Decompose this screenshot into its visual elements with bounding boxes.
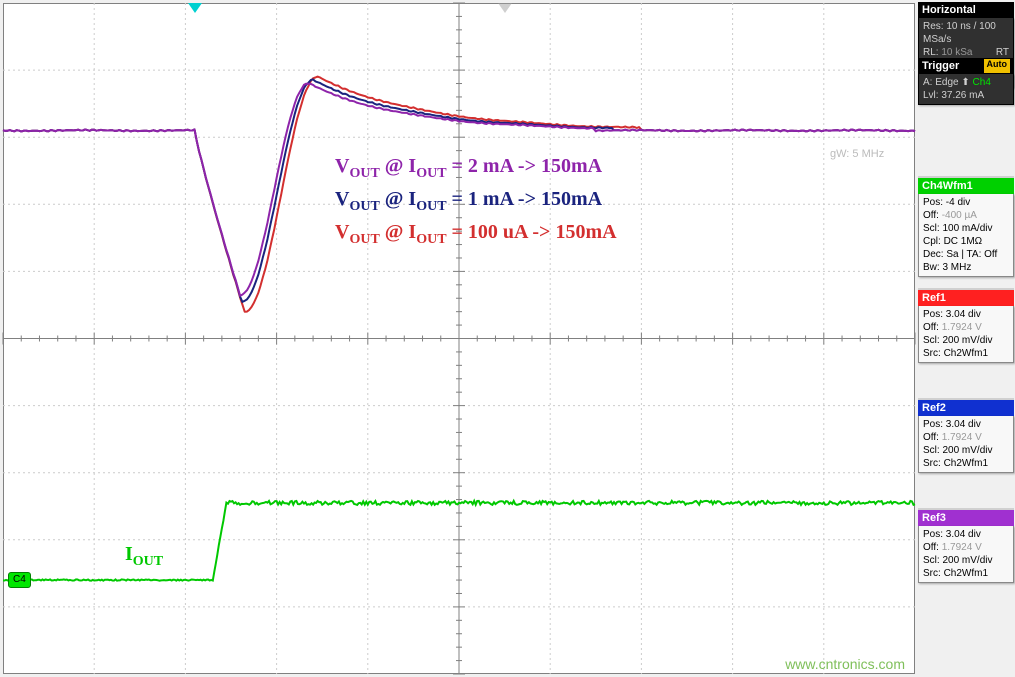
panel-header-trigger: Trigger Auto bbox=[918, 58, 1014, 74]
panel-row-text: Dec: Sa | TA: Off bbox=[923, 248, 997, 261]
panel-row: Src: Ch2Wfm1 bbox=[923, 347, 1009, 360]
panel-body-trigger: A: Edge ⬆ Ch4Lvl: 37.26 mA bbox=[918, 74, 1014, 105]
panel-row: Src: Ch2Wfm1 bbox=[923, 457, 1009, 470]
panel-row-text: Off: 1.7924 V bbox=[923, 541, 982, 554]
annotation-a_purple: VOUT @ IOUT = 2 mA -> 150mA bbox=[335, 155, 602, 182]
panel-row-text: Pos: -4 div bbox=[923, 196, 970, 209]
panel-row: Off: -400 µA bbox=[923, 209, 1009, 222]
annotation-a_iout: IOUT bbox=[125, 543, 163, 570]
panel-row-text: Res: 10 ns / 100 MSa/s bbox=[923, 20, 1009, 46]
panel-tabbar bbox=[918, 288, 1014, 290]
panel-row-text: Off: 1.7924 V bbox=[923, 431, 982, 444]
panel-row: Pos: 3.04 div bbox=[923, 418, 1009, 431]
panel-tabbar bbox=[918, 176, 1014, 178]
panel-row: Scl: 100 mA/div bbox=[923, 222, 1009, 235]
panel-row: Dec: Sa | TA: Off bbox=[923, 248, 1009, 261]
panel-title: Trigger bbox=[922, 59, 959, 73]
panel-row: Off: 1.7924 V bbox=[923, 321, 1009, 334]
panel-row: Scl: 200 mV/div bbox=[923, 334, 1009, 347]
panel-tabbar bbox=[918, 508, 1014, 510]
panel-row-text: Off: -400 µA bbox=[923, 209, 977, 222]
oscilloscope-screenshot: VOUT @ IOUT = 2 mA -> 150mA VOUT @ IOUT =… bbox=[0, 0, 1015, 677]
panel-row: Pos: 3.04 div bbox=[923, 528, 1009, 541]
panel-title: Ref2 bbox=[922, 401, 946, 415]
panel-row-text: Scl: 200 mV/div bbox=[923, 444, 992, 457]
panel-body-ch4: Pos: -4 divOff: -400 µAScl: 100 mA/divCp… bbox=[918, 194, 1014, 277]
channel-indicator-c4: C4 bbox=[8, 572, 31, 588]
panel-row: Pos: -4 div bbox=[923, 196, 1009, 209]
panel-header-horizontal: Horizontal bbox=[918, 2, 1014, 18]
panel-row: Lvl: 37.26 mA bbox=[923, 89, 1009, 102]
panel-row: Src: Ch2Wfm1 bbox=[923, 567, 1009, 580]
panel-row-text: Pos: 3.04 div bbox=[923, 528, 981, 541]
annotation-a_red: VOUT @ IOUT = 100 uA -> 150mA bbox=[335, 221, 617, 248]
panel-row-text: Src: Ch2Wfm1 bbox=[923, 567, 988, 580]
panel-row: Cpl: DC 1MΩ bbox=[923, 235, 1009, 248]
plot-canvas bbox=[3, 3, 915, 674]
panel-row: Scl: 200 mV/div bbox=[923, 554, 1009, 567]
panel-header-ref1: Ref1 bbox=[918, 290, 1014, 306]
panel-header-ref2: Ref2 bbox=[918, 400, 1014, 416]
panel-row: Scl: 200 mV/div bbox=[923, 444, 1009, 457]
panel-tabbar bbox=[918, 398, 1014, 400]
panel-title: Ref1 bbox=[922, 291, 946, 305]
panel-ref3: Ref3Pos: 3.04 divOff: 1.7924 VScl: 200 m… bbox=[918, 510, 1014, 583]
panel-row-text: Off: 1.7924 V bbox=[923, 321, 982, 334]
panel-row: A: Edge ⬆ Ch4 bbox=[923, 76, 1009, 89]
bandwidth-label: gW: 5 MHz bbox=[830, 148, 884, 160]
panel-body-ref2: Pos: 3.04 divOff: 1.7924 VScl: 200 mV/di… bbox=[918, 416, 1014, 473]
panel-ref2: Ref2Pos: 3.04 divOff: 1.7924 VScl: 200 m… bbox=[918, 400, 1014, 473]
panel-title: Horizontal bbox=[922, 3, 976, 17]
panel-title: Ref3 bbox=[922, 511, 946, 525]
panel-body-ref3: Pos: 3.04 divOff: 1.7924 VScl: 200 mV/di… bbox=[918, 526, 1014, 583]
watermark: www.cntronics.com bbox=[785, 656, 905, 672]
panel-row-text: Pos: 3.04 div bbox=[923, 308, 981, 321]
panel-ref1: Ref1Pos: 3.04 divOff: 1.7924 VScl: 200 m… bbox=[918, 290, 1014, 363]
trigger-marker bbox=[188, 3, 202, 13]
panel-body-ref1: Pos: 3.04 divOff: 1.7924 VScl: 200 mV/di… bbox=[918, 306, 1014, 363]
panel-row-text: Scl: 200 mV/div bbox=[923, 554, 992, 567]
panel-row-text: A: Edge ⬆ Ch4 bbox=[923, 76, 991, 89]
panel-row: Pos: 3.04 div bbox=[923, 308, 1009, 321]
panel-row-text: Scl: 100 mA/div bbox=[923, 222, 992, 235]
trigger-mode-badge: Auto bbox=[984, 59, 1011, 73]
panel-row: Off: 1.7924 V bbox=[923, 541, 1009, 554]
panel-row-text: Scl: 200 mV/div bbox=[923, 334, 992, 347]
panel-ch4: Ch4Wfm1Pos: -4 divOff: -400 µAScl: 100 m… bbox=[918, 178, 1014, 277]
panel-row: Bw: 3 MHz bbox=[923, 261, 1009, 274]
panel-row-text: Bw: 3 MHz bbox=[923, 261, 971, 274]
panel-header-ref3: Ref3 bbox=[918, 510, 1014, 526]
panel-header-ch4: Ch4Wfm1 bbox=[918, 178, 1014, 194]
panel-row-text: Src: Ch2Wfm1 bbox=[923, 457, 988, 470]
panel-row-text: Lvl: 37.26 mA bbox=[923, 89, 984, 102]
panel-row-text: Cpl: DC 1MΩ bbox=[923, 235, 982, 248]
panel-row: Res: 10 ns / 100 MSa/s bbox=[923, 20, 1009, 46]
annotation-a_blue: VOUT @ IOUT = 1 mA -> 150mA bbox=[335, 188, 602, 215]
panel-trigger: TriggerAutoA: Edge ⬆ Ch4Lvl: 37.26 mA bbox=[918, 58, 1014, 105]
panel-row-text: Src: Ch2Wfm1 bbox=[923, 347, 988, 360]
panel-title: Ch4Wfm1 bbox=[922, 179, 973, 193]
panel-row-text: Pos: 3.04 div bbox=[923, 418, 981, 431]
trigger-marker bbox=[498, 3, 512, 13]
panel-row: Off: 1.7924 V bbox=[923, 431, 1009, 444]
